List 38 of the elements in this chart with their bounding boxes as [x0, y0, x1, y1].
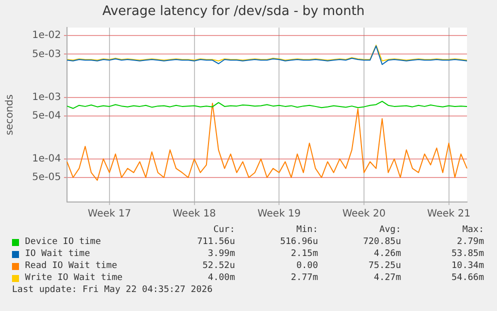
x-tick-label: Week 18	[172, 208, 216, 220]
text: 2.15m	[290, 248, 318, 260]
y-tick-label: 1e-03	[32, 92, 61, 103]
text: 711.56u	[196, 236, 235, 248]
x-tick-label: Week 21	[427, 208, 470, 220]
text: 4.00m	[206, 272, 235, 284]
text: 2.77m	[290, 272, 318, 284]
y-tick-label: 1e-04	[32, 154, 61, 165]
text: 720.85u	[362, 236, 401, 248]
y-tick-label: 5e-03	[32, 48, 61, 60]
legend-label: Device IO time	[24, 236, 102, 248]
legend-label: IO Wait time	[24, 248, 92, 260]
text: 75.25u	[367, 260, 401, 272]
text: Cur:	[212, 224, 235, 236]
text: Min:	[295, 224, 318, 236]
legend-label: Write IO Wait time	[24, 272, 124, 284]
x-tick-label: Week 17	[88, 208, 132, 220]
legend-label: Read IO Wait time	[24, 260, 118, 272]
y-axis-title: seconds	[4, 94, 16, 136]
x-tick-label: Week 20	[342, 208, 386, 220]
text: Avg:	[378, 224, 401, 236]
y-tick-label: 1e-02	[32, 30, 61, 42]
text: 4.26m	[372, 248, 401, 260]
text: 53.85m	[450, 248, 484, 260]
text: 52.52u	[201, 260, 235, 272]
text: 516.96u	[279, 236, 318, 248]
text: 4.27m	[372, 272, 401, 284]
y-tick-label: 5e-04	[32, 110, 61, 122]
text: 3.99m	[206, 248, 235, 260]
text: Max:	[461, 224, 484, 236]
x-tick-label: Week 19	[257, 208, 301, 220]
chart-title: Average latency for /dev/sda - by month	[102, 4, 365, 20]
text: 54.66m	[450, 272, 484, 284]
text: 2.79m	[456, 236, 484, 248]
text: 0.00	[295, 260, 318, 272]
text: Last update: Fri May 22 04:35:27 2026	[12, 284, 214, 296]
text: 10.34m	[450, 260, 484, 272]
y-tick-label: 5e-05	[32, 172, 61, 184]
